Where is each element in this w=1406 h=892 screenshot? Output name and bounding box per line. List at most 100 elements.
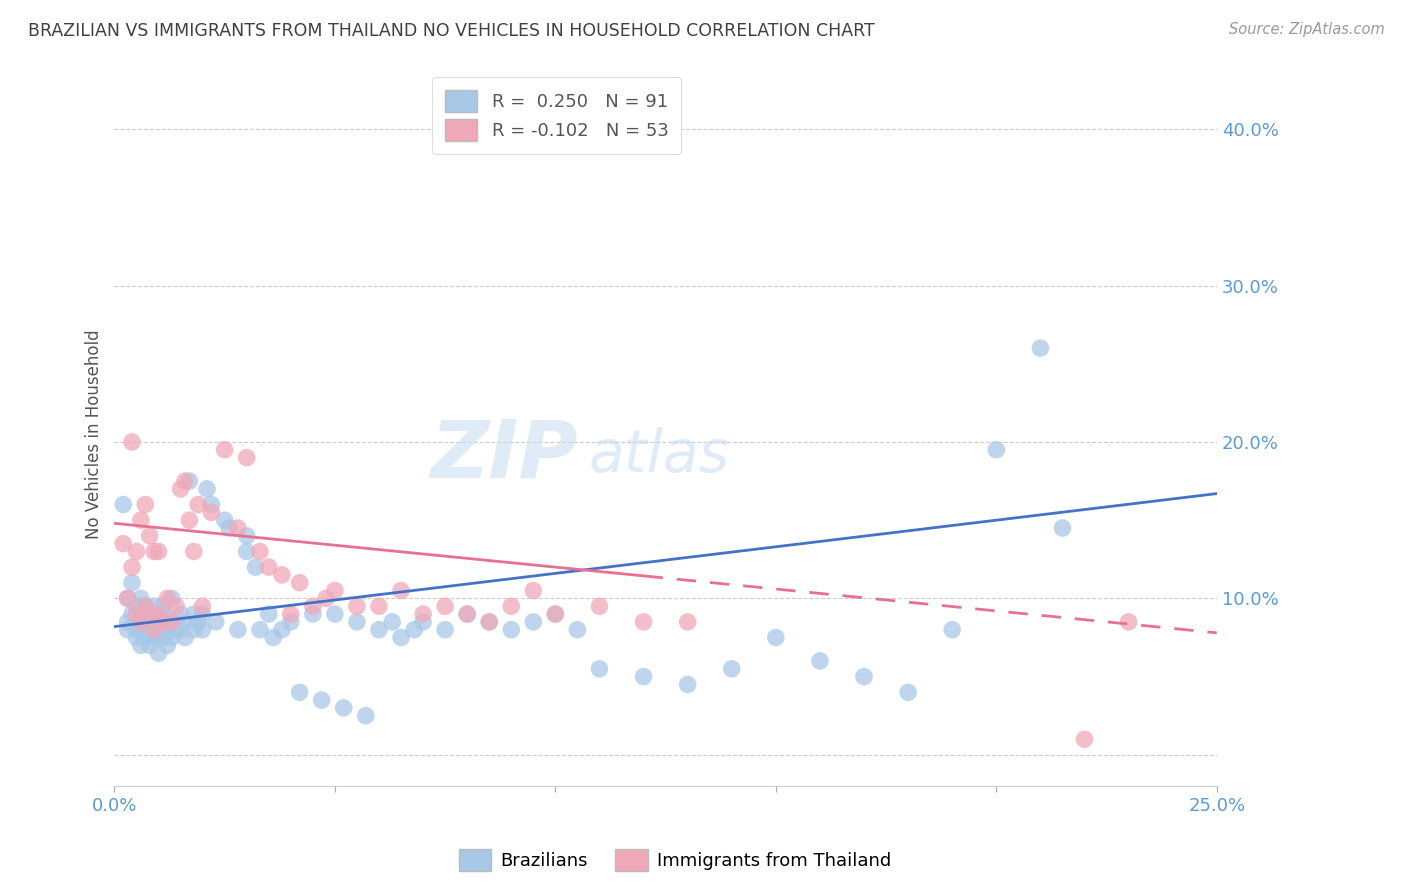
Point <box>262 631 284 645</box>
Point <box>323 583 346 598</box>
Point <box>134 498 156 512</box>
Point <box>117 591 139 606</box>
Point <box>129 623 152 637</box>
Point <box>121 575 143 590</box>
Point <box>179 513 201 527</box>
Point <box>160 631 183 645</box>
Point <box>138 638 160 652</box>
Point <box>156 591 179 606</box>
Point <box>152 607 174 621</box>
Point <box>214 513 236 527</box>
Point <box>148 544 170 558</box>
Point <box>187 615 209 629</box>
Text: ZIP: ZIP <box>430 417 578 494</box>
Point <box>125 615 148 629</box>
Legend: Brazilians, Immigrants from Thailand: Brazilians, Immigrants from Thailand <box>451 842 898 879</box>
Point <box>143 631 166 645</box>
Point <box>676 615 699 629</box>
Point <box>271 568 294 582</box>
Point <box>633 615 655 629</box>
Point <box>183 623 205 637</box>
Point <box>412 615 434 629</box>
Point <box>288 685 311 699</box>
Point <box>143 623 166 637</box>
Point <box>214 442 236 457</box>
Point <box>522 583 544 598</box>
Point <box>808 654 831 668</box>
Point <box>138 607 160 621</box>
Point <box>302 607 325 621</box>
Point <box>271 623 294 637</box>
Point <box>368 623 391 637</box>
Point <box>125 607 148 621</box>
Point <box>544 607 567 621</box>
Point <box>156 623 179 637</box>
Point <box>1073 732 1095 747</box>
Point <box>389 631 412 645</box>
Point <box>478 615 501 629</box>
Point <box>412 607 434 621</box>
Point <box>456 607 478 621</box>
Point <box>121 434 143 449</box>
Point <box>205 615 228 629</box>
Point <box>169 623 191 637</box>
Point <box>134 615 156 629</box>
Point <box>156 638 179 652</box>
Point <box>346 615 368 629</box>
Point <box>125 544 148 558</box>
Point <box>941 623 963 637</box>
Point <box>129 513 152 527</box>
Legend: R =  0.250   N = 91, R = -0.102   N = 53: R = 0.250 N = 91, R = -0.102 N = 53 <box>432 77 681 153</box>
Point <box>235 450 257 465</box>
Point <box>174 474 197 488</box>
Point <box>183 544 205 558</box>
Point <box>195 482 218 496</box>
Point <box>720 662 742 676</box>
Point <box>169 607 191 621</box>
Point <box>434 599 457 614</box>
Point <box>148 615 170 629</box>
Point <box>191 623 214 637</box>
Point <box>129 615 152 629</box>
Point <box>522 615 544 629</box>
Point <box>138 623 160 637</box>
Point <box>112 498 135 512</box>
Point <box>174 631 197 645</box>
Point <box>143 599 166 614</box>
Point <box>257 560 280 574</box>
Point <box>134 599 156 614</box>
Point <box>389 583 412 598</box>
Point <box>121 560 143 574</box>
Point <box>160 615 183 629</box>
Text: Source: ZipAtlas.com: Source: ZipAtlas.com <box>1229 22 1385 37</box>
Point <box>315 591 337 606</box>
Point <box>501 599 523 614</box>
Point <box>434 623 457 637</box>
Point <box>112 536 135 550</box>
Point <box>134 631 156 645</box>
Point <box>148 646 170 660</box>
Point <box>143 615 166 629</box>
Point <box>381 615 404 629</box>
Point <box>676 677 699 691</box>
Point <box>148 631 170 645</box>
Point <box>1029 341 1052 355</box>
Point <box>311 693 333 707</box>
Point <box>218 521 240 535</box>
Point <box>354 708 377 723</box>
Point <box>191 607 214 621</box>
Point <box>456 607 478 621</box>
Point <box>117 615 139 629</box>
Point <box>544 607 567 621</box>
Point <box>280 607 302 621</box>
Point <box>138 529 160 543</box>
Point <box>187 498 209 512</box>
Point <box>200 498 222 512</box>
Text: atlas: atlas <box>589 426 730 483</box>
Point <box>588 662 610 676</box>
Point <box>897 685 920 699</box>
Point <box>152 599 174 614</box>
Point <box>404 623 426 637</box>
Point <box>160 591 183 606</box>
Point <box>245 560 267 574</box>
